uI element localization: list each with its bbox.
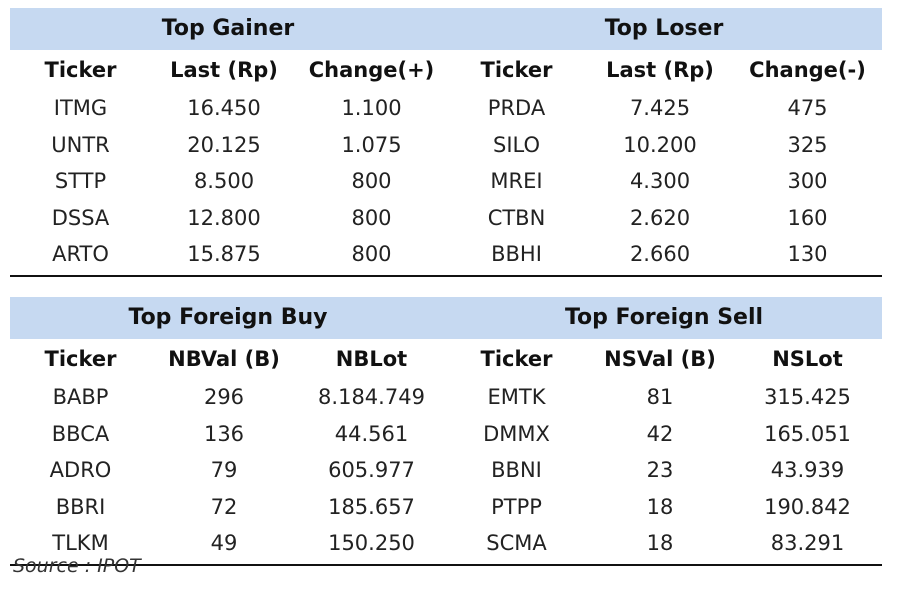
table-cell: 8.184.749	[318, 385, 425, 409]
column-header: NBLot	[335, 347, 408, 371]
table-cell: 325	[787, 132, 828, 157]
table-cell: 20.125	[187, 132, 261, 157]
table-cell: BBCA	[51, 421, 110, 446]
table-cell: 72	[210, 494, 238, 519]
top-foreign-buy-title: Top Foreign Buy	[128, 305, 328, 330]
table-cell: SCMA	[486, 531, 547, 555]
table-cell: 190.842	[764, 494, 851, 519]
table-cell: TLKM	[52, 531, 109, 555]
column-header: NBVal (B)	[168, 347, 280, 371]
table-cell: 315.425	[764, 385, 851, 409]
table-row: TLKM 49 150.250 SCMA 18 83.291	[10, 525, 882, 562]
table-cell: 800	[351, 242, 392, 266]
table-row: BBRI 72 185.657 PTPP 18 190.842	[10, 489, 882, 526]
top-header-band: Top Gainer Top Loser	[10, 8, 882, 50]
top-foreign-buy-sell-table: Top Foreign Buy Top Foreign Sell Ticker …	[10, 297, 882, 566]
table-cell: 12.800	[187, 205, 261, 230]
table-cell: 475	[787, 96, 828, 120]
table-cell: 800	[351, 205, 392, 230]
table-cell: 49	[210, 531, 238, 555]
table-cell: 79	[210, 458, 238, 482]
column-header: Last (Rp)	[606, 58, 714, 82]
table-cell: BBHI	[491, 242, 542, 266]
table-cell: CTBN	[487, 205, 546, 230]
table-cell: PTPP	[491, 494, 542, 519]
table-cell: 130	[787, 242, 828, 266]
bottom-column-headers: Ticker NBVal (B) NBLot Ticker NSVal (B) …	[10, 339, 882, 379]
table-cell: 8.500	[193, 169, 255, 193]
table-cell: 23	[646, 458, 674, 482]
table-cell: 43.939	[770, 458, 845, 482]
table-cell: ITMG	[53, 96, 108, 120]
column-header: Ticker	[44, 347, 117, 371]
table-cell: 18	[646, 494, 674, 519]
table-cell: SILO	[492, 132, 540, 157]
column-header: NSVal (B)	[604, 347, 716, 371]
table-cell: ARTO	[52, 242, 109, 266]
table-cell: 1.075	[341, 132, 402, 157]
table-row: ADRO 79 605.977 BBNI 23 43.939	[10, 452, 882, 489]
table-cell: 800	[351, 169, 392, 193]
table-cell: 16.450	[187, 96, 261, 120]
table-cell: STTP	[54, 169, 107, 193]
table-cell: MREI	[490, 169, 543, 193]
table-cell: 2.660	[629, 242, 691, 266]
table-cell: 44.561	[334, 421, 409, 446]
table-cell: 300	[787, 169, 828, 193]
table-cell: 4.300	[629, 169, 691, 193]
column-header: Ticker	[480, 347, 553, 371]
table-row: ITMG 16.450 1.100 PRDA 7.425 475	[10, 90, 882, 127]
table-cell: 2.620	[629, 205, 691, 230]
table-cell: DSSA	[51, 205, 110, 230]
table-bottom-rule	[10, 563, 882, 566]
top-loser-title: Top Loser	[604, 16, 724, 41]
table-cell: 42	[646, 421, 674, 446]
bottom-rows: BABP 296 8.184.749 EMTK 81 315.425 BBCA …	[10, 379, 882, 562]
table-cell: 165.051	[764, 421, 851, 446]
table-cell: PRDA	[487, 96, 546, 120]
table-cell: EMTK	[487, 385, 546, 409]
top-gainer-loser-table: Top Gainer Top Loser Ticker Last (Rp) Ch…	[10, 8, 882, 277]
column-header: Change(-)	[749, 58, 866, 82]
top-column-headers: Ticker Last (Rp) Change(+) Ticker Last (…	[10, 50, 882, 90]
table-row: ARTO 15.875 800 BBHI 2.660 130	[10, 236, 882, 273]
table-cell: 83.291	[770, 531, 845, 555]
table-cell: ADRO	[49, 458, 112, 482]
table-cell: 10.200	[623, 132, 697, 157]
table-cell: 136	[203, 421, 245, 446]
column-header: Ticker	[480, 58, 553, 82]
table-cell: 1.100	[341, 96, 402, 120]
table-bottom-rule	[10, 274, 882, 277]
top-rows: ITMG 16.450 1.100 PRDA 7.425 475 UNTR 20…	[10, 90, 882, 273]
table-row: BABP 296 8.184.749 EMTK 81 315.425	[10, 379, 882, 416]
bottom-header-band: Top Foreign Buy Top Foreign Sell	[10, 297, 882, 339]
table-cell: 7.425	[629, 96, 691, 120]
top-foreign-sell-title: Top Foreign Sell	[564, 305, 764, 330]
column-header: NSLot	[772, 347, 843, 371]
table-row: UNTR 20.125 1.075 SILO 10.200 325	[10, 127, 882, 164]
table-cell: 185.657	[328, 494, 415, 519]
table-cell: BABP	[52, 385, 109, 409]
table-cell: 18	[646, 531, 674, 555]
table-cell: UNTR	[51, 132, 110, 157]
table-row: STTP 8.500 800 MREI 4.300 300	[10, 163, 882, 200]
table-cell: BBNI	[491, 458, 542, 482]
table-cell: BBRI	[55, 494, 106, 519]
table-row: BBCA 136 44.561 DMMX 42 165.051	[10, 416, 882, 453]
top-gainer-title: Top Gainer	[161, 16, 295, 41]
table-cell: 296	[203, 385, 245, 409]
source-note: Source : IPOT	[13, 555, 141, 577]
table-row: DSSA 12.800 800 CTBN 2.620 160	[10, 200, 882, 237]
table-cell: 150.250	[328, 531, 415, 555]
column-header: Last (Rp)	[170, 58, 278, 82]
column-header: Change(+)	[308, 58, 435, 82]
table-cell: 160	[787, 205, 828, 230]
table-cell: 81	[646, 385, 674, 409]
table-cell: DMMX	[483, 421, 550, 446]
table-cell: 15.875	[187, 242, 261, 266]
column-header: Ticker	[44, 58, 117, 82]
table-cell: 605.977	[328, 458, 415, 482]
